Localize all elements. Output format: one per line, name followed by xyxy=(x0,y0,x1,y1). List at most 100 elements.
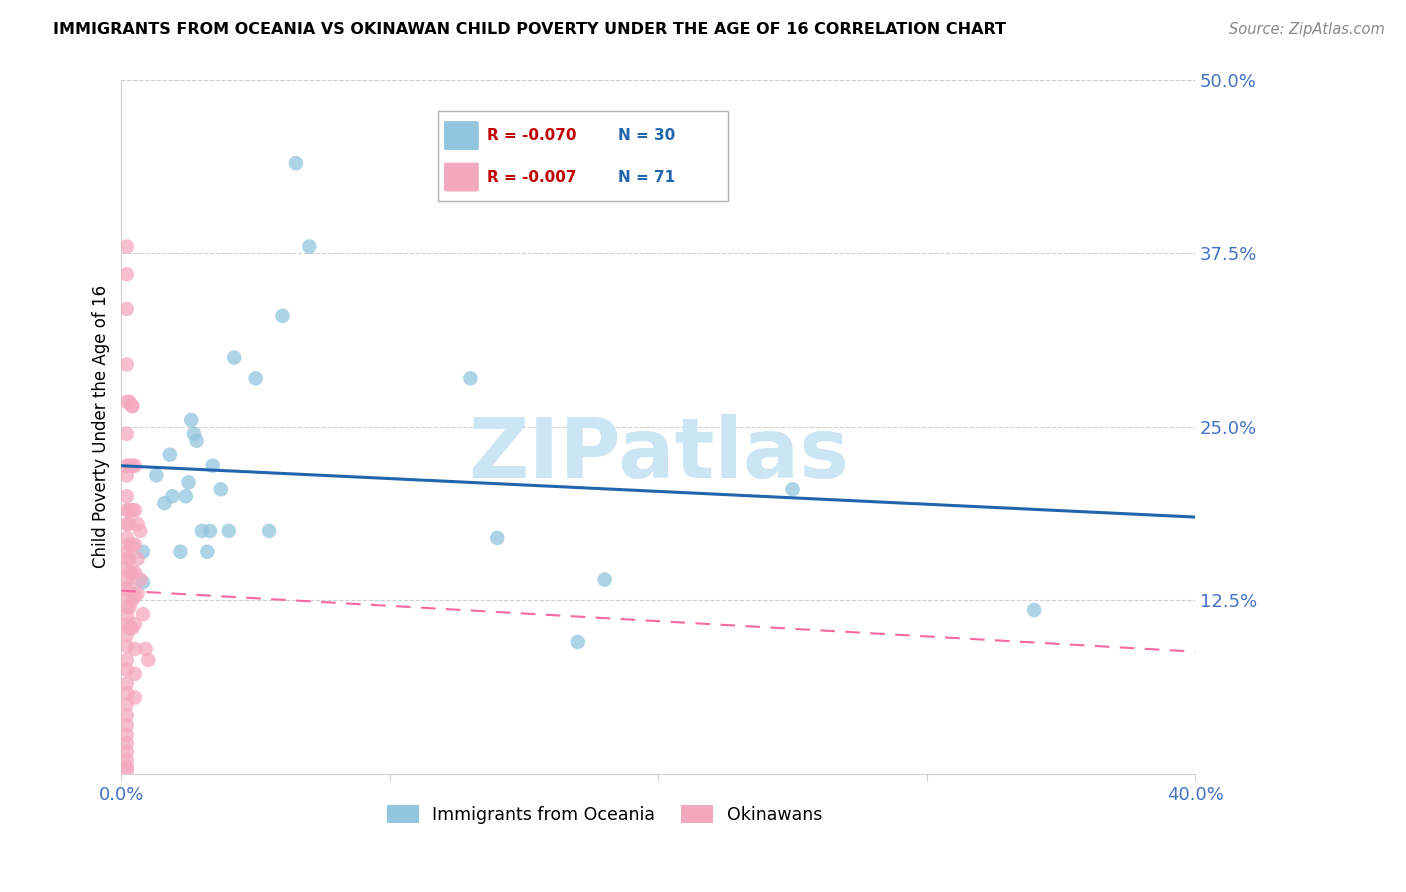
Point xyxy=(124,641,146,656)
Point xyxy=(115,676,138,690)
Point xyxy=(118,566,141,580)
Point xyxy=(121,566,143,580)
Point xyxy=(118,538,141,552)
Point xyxy=(271,309,294,323)
Point xyxy=(162,489,184,503)
Point xyxy=(121,399,143,413)
Point xyxy=(567,635,589,649)
Point xyxy=(174,489,197,503)
Point xyxy=(486,531,509,545)
Point xyxy=(257,524,280,538)
Point xyxy=(132,575,155,590)
Point xyxy=(115,301,138,316)
Point xyxy=(115,653,138,667)
Point xyxy=(132,607,155,622)
Point xyxy=(115,698,138,712)
Point xyxy=(145,468,167,483)
Point xyxy=(115,458,138,473)
Point xyxy=(118,395,141,409)
Point xyxy=(115,600,138,615)
Point xyxy=(115,573,138,587)
Point xyxy=(115,608,138,623)
Point xyxy=(201,458,224,473)
Point xyxy=(127,516,149,531)
Point xyxy=(183,426,205,441)
Point xyxy=(298,239,321,253)
Point xyxy=(186,434,208,448)
Point xyxy=(115,686,138,700)
Point xyxy=(115,545,138,559)
Point xyxy=(115,718,138,732)
Point xyxy=(460,371,482,385)
Point xyxy=(127,586,149,600)
Point xyxy=(115,395,138,409)
Point xyxy=(115,753,138,767)
Point xyxy=(115,663,138,677)
Point xyxy=(177,475,200,490)
Point xyxy=(115,468,138,483)
Point xyxy=(118,579,141,593)
Point xyxy=(124,690,146,705)
Point xyxy=(180,413,202,427)
Point xyxy=(1024,603,1046,617)
Point xyxy=(245,371,267,385)
Point xyxy=(124,458,146,473)
Point xyxy=(115,708,138,723)
Point xyxy=(115,551,138,566)
Point xyxy=(124,566,146,580)
Point xyxy=(129,524,152,538)
Point xyxy=(115,561,138,575)
Point xyxy=(115,616,138,631)
Text: IMMIGRANTS FROM OCEANIA VS OKINAWAN CHILD POVERTY UNDER THE AGE OF 16 CORRELATIO: IMMIGRANTS FROM OCEANIA VS OKINAWAN CHIL… xyxy=(53,22,1007,37)
Point xyxy=(121,458,143,473)
Point xyxy=(209,483,232,497)
Point xyxy=(198,524,221,538)
Point xyxy=(218,524,240,538)
Point xyxy=(782,483,804,497)
Point xyxy=(115,358,138,372)
Point xyxy=(121,593,143,607)
Point xyxy=(191,524,214,538)
Point xyxy=(115,582,138,597)
Point xyxy=(115,639,138,653)
Point xyxy=(118,621,141,635)
Point xyxy=(115,503,138,517)
Point xyxy=(115,745,138,759)
Point xyxy=(136,653,159,667)
Point xyxy=(124,666,146,681)
Point xyxy=(118,516,141,531)
Point xyxy=(115,764,138,778)
Point xyxy=(195,545,218,559)
Point xyxy=(124,616,146,631)
Point xyxy=(118,600,141,615)
Point xyxy=(121,399,143,413)
Point xyxy=(224,351,246,365)
Point xyxy=(169,545,191,559)
Text: Source: ZipAtlas.com: Source: ZipAtlas.com xyxy=(1229,22,1385,37)
Point xyxy=(118,551,141,566)
Legend: Immigrants from Oceania, Okinawans: Immigrants from Oceania, Okinawans xyxy=(387,805,823,824)
Point xyxy=(284,156,307,170)
Point xyxy=(115,489,138,503)
Point xyxy=(115,736,138,750)
Y-axis label: Child Poverty Under the Age of 16: Child Poverty Under the Age of 16 xyxy=(93,285,110,568)
Point xyxy=(115,239,138,253)
Point xyxy=(121,538,143,552)
Point xyxy=(129,573,152,587)
Point xyxy=(135,641,157,656)
Point xyxy=(118,503,141,517)
Point xyxy=(115,426,138,441)
Point xyxy=(124,538,146,552)
Point xyxy=(132,545,155,559)
Point xyxy=(127,551,149,566)
Point xyxy=(115,267,138,281)
Point xyxy=(124,589,146,603)
Point xyxy=(115,628,138,642)
Point xyxy=(115,531,138,545)
Point xyxy=(115,516,138,531)
Point xyxy=(115,760,138,774)
Point xyxy=(159,448,181,462)
Point xyxy=(121,621,143,635)
Point xyxy=(118,458,141,473)
Text: ZIPatlas: ZIPatlas xyxy=(468,414,849,495)
